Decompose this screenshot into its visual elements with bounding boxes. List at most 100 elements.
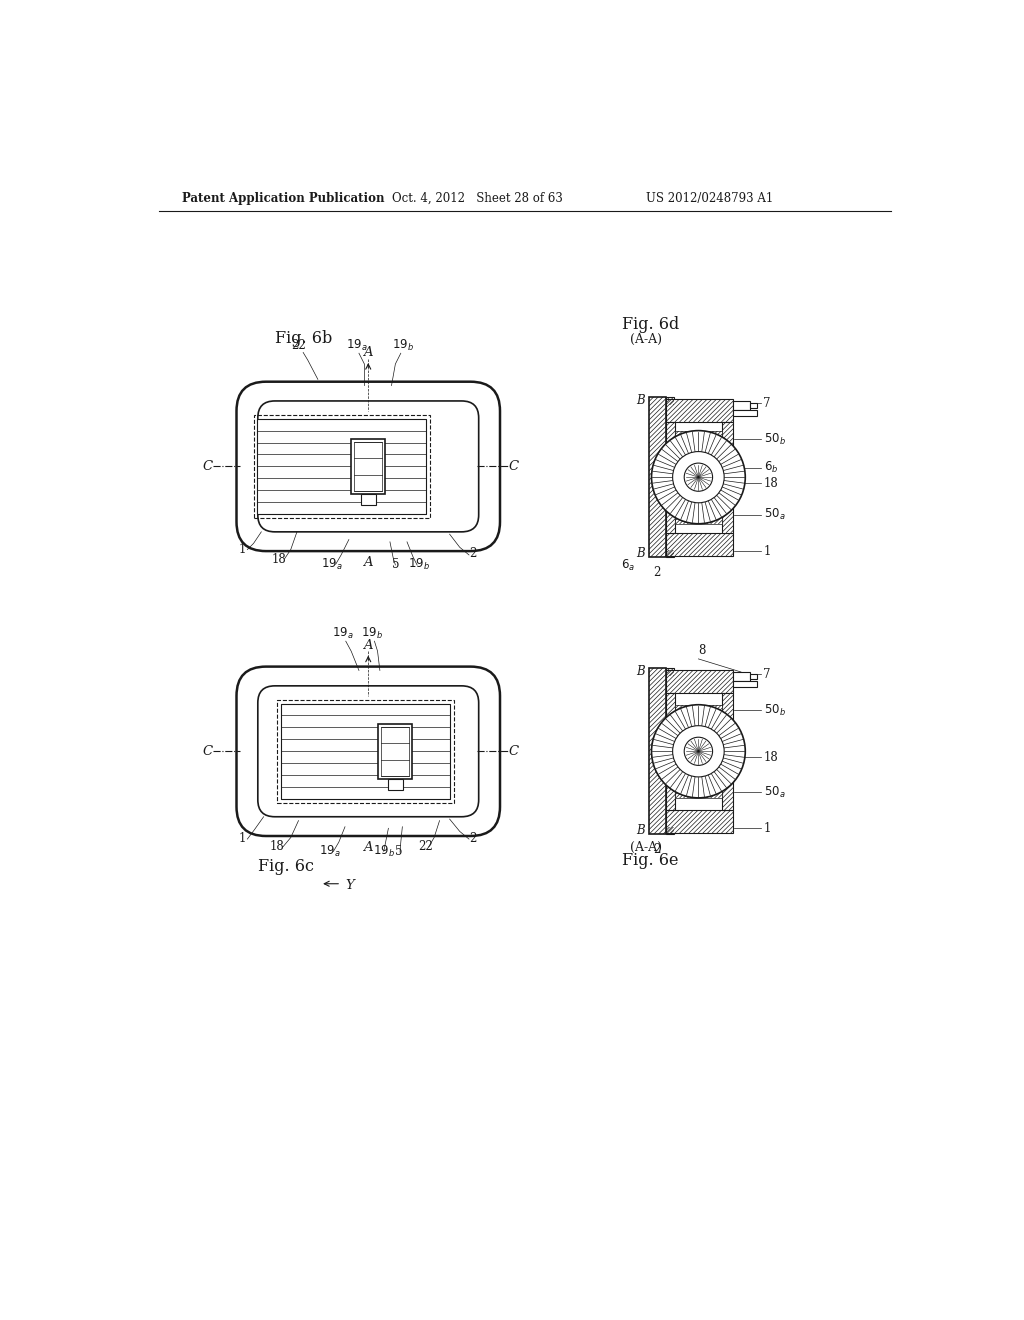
Polygon shape [649,397,666,557]
Bar [750,675,758,678]
Text: $19_b$: $19_b$ [408,557,430,572]
Polygon shape [666,810,732,833]
Bar [732,672,750,681]
Text: 18: 18 [269,840,285,853]
Polygon shape [666,397,674,405]
Polygon shape [666,826,674,834]
Polygon shape [666,549,674,557]
Polygon shape [666,669,732,693]
Text: 7: 7 [764,668,771,681]
Polygon shape [649,397,666,557]
Polygon shape [666,693,675,810]
Text: B: B [636,546,645,560]
Text: US 2012/0248793 A1: US 2012/0248793 A1 [646,191,773,205]
Text: 1: 1 [764,545,771,557]
Text: 2: 2 [469,548,476,560]
Bar [378,723,413,779]
Polygon shape [675,430,722,441]
Bar [732,681,758,688]
Text: Patent Application Publication: Patent Application Publication [182,191,385,205]
Polygon shape [666,533,732,556]
Polygon shape [675,705,722,715]
Text: 1: 1 [239,543,247,556]
Text: A: A [364,556,373,569]
Polygon shape [722,693,732,810]
Text: 1: 1 [239,832,247,845]
Polygon shape [722,422,732,533]
Text: $19_b$: $19_b$ [392,338,414,354]
Text: 7: 7 [764,397,771,409]
Text: (A-A): (A-A) [630,333,663,346]
Polygon shape [649,668,666,834]
Text: $6_b$: $6_b$ [764,461,778,475]
Text: $19_b$: $19_b$ [373,845,394,859]
Text: 2: 2 [469,832,476,845]
Text: C: C [509,744,519,758]
Bar [351,438,385,494]
Text: $50_b$: $50_b$ [764,432,785,447]
Text: 18: 18 [764,751,778,764]
Text: Y: Y [345,879,353,892]
Polygon shape [666,399,732,422]
Polygon shape [666,693,675,810]
Bar [360,494,376,506]
Text: 2: 2 [653,566,662,579]
Text: $19_a$: $19_a$ [346,338,368,354]
Polygon shape [666,422,675,533]
Text: C: C [202,459,212,473]
Polygon shape [675,787,722,797]
Bar [354,442,382,491]
Text: $6_a$: $6_a$ [621,557,635,573]
Text: $19_a$: $19_a$ [318,845,340,859]
Text: A: A [364,841,373,854]
Polygon shape [649,668,666,834]
Text: B: B [636,824,645,837]
Polygon shape [722,693,732,810]
Bar [281,704,450,799]
Circle shape [673,726,724,777]
Text: (A-A): (A-A) [630,841,663,854]
Text: 22: 22 [291,339,306,352]
Text: 2: 2 [653,843,662,857]
Text: B: B [636,665,645,678]
Bar [732,411,758,416]
Polygon shape [675,705,722,715]
Text: 5: 5 [391,558,399,572]
Bar [276,700,454,803]
Bar [675,422,722,533]
Text: 5: 5 [395,845,403,858]
Text: $19_a$: $19_a$ [332,627,353,642]
Text: $19_b$: $19_b$ [361,627,383,642]
Text: 1: 1 [764,822,771,834]
Polygon shape [675,430,722,441]
Circle shape [651,430,745,524]
Bar [254,414,430,517]
Text: Oct. 4, 2012   Sheet 28 of 63: Oct. 4, 2012 Sheet 28 of 63 [391,191,562,205]
Text: Fig. 6e: Fig. 6e [623,853,679,870]
Polygon shape [666,397,674,405]
Circle shape [651,705,745,797]
Text: Fig. 6c: Fig. 6c [258,858,314,875]
Text: 8: 8 [698,644,706,657]
Polygon shape [675,513,722,524]
Polygon shape [675,513,722,524]
Text: Fig. 6b: Fig. 6b [275,330,333,347]
Bar [388,779,403,789]
Bar [381,726,410,776]
Polygon shape [666,422,675,533]
Circle shape [673,451,724,503]
Polygon shape [666,668,674,676]
Text: B: B [636,395,645,408]
Text: Fig. 6d: Fig. 6d [623,317,680,334]
Bar [732,401,750,411]
Text: 22: 22 [418,840,433,853]
Text: 18: 18 [271,553,287,566]
Bar [257,418,426,515]
Polygon shape [666,668,674,676]
Polygon shape [675,787,722,797]
Circle shape [684,737,713,766]
Text: $50_a$: $50_a$ [764,507,785,523]
Polygon shape [666,669,732,693]
Polygon shape [666,549,674,557]
Polygon shape [666,810,732,833]
